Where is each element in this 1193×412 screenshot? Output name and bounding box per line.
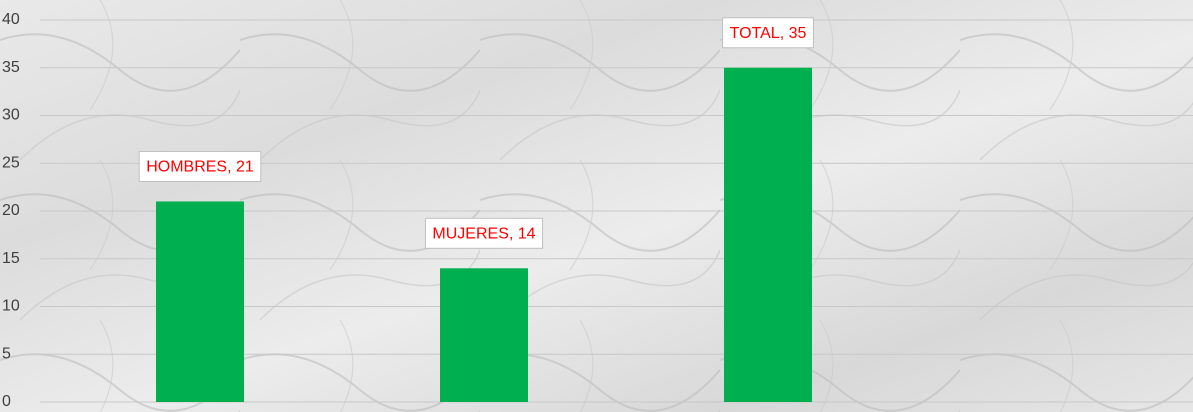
y-tick-label: 0 — [2, 393, 11, 410]
data-label-box — [424, 217, 544, 249]
data-label-box — [722, 17, 814, 49]
data-label: HOMBRES, 21 — [146, 159, 254, 176]
data-label: TOTAL, 35 — [730, 25, 807, 42]
y-tick-label: 35 — [2, 59, 20, 76]
data-label-box — [138, 150, 262, 182]
y-tick-label: 40 — [2, 11, 20, 28]
y-tick-label: 15 — [2, 250, 20, 267]
bar — [724, 67, 812, 402]
y-tick-label: 10 — [2, 298, 20, 315]
bar — [440, 268, 528, 402]
data-label: MUJERES, 14 — [432, 226, 535, 243]
bar — [156, 201, 244, 402]
y-tick-label: 5 — [2, 345, 11, 362]
y-tick-label: 25 — [2, 154, 20, 171]
y-tick-label: 20 — [2, 202, 20, 219]
y-tick-label: 30 — [2, 107, 20, 124]
